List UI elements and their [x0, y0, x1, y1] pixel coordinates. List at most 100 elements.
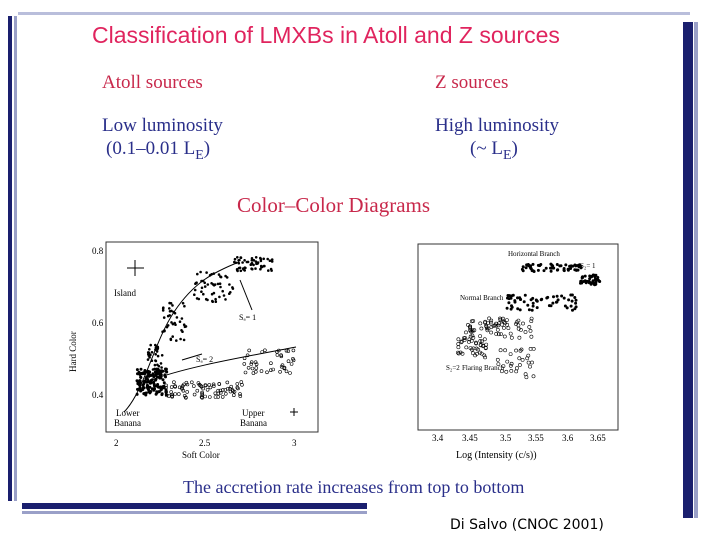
scatter-point	[479, 351, 484, 356]
scatter-point	[170, 321, 173, 324]
scatter-point	[184, 380, 189, 385]
z-xlabel: Log (Intensity (c/s))	[456, 450, 537, 461]
bottom-frame-bar	[22, 503, 367, 509]
scatter-point	[456, 345, 461, 350]
scatter-point	[531, 301, 535, 305]
scatter-point	[235, 385, 240, 390]
scatter-point	[185, 382, 190, 387]
scatter-point	[539, 298, 543, 302]
scatter-point	[236, 269, 239, 273]
scatter-point	[148, 391, 152, 395]
scatter-point	[256, 262, 259, 265]
scatter-point	[505, 318, 509, 323]
atoll-xlabel: Soft Color	[182, 450, 220, 460]
scatter-point	[467, 337, 472, 342]
diagrams-heading: Color–Color Diagrams	[237, 193, 431, 217]
atoll-scatter-points	[135, 255, 296, 400]
scatter-point	[266, 257, 269, 261]
scatter-point	[166, 324, 170, 327]
scatter-point	[135, 368, 139, 372]
scatter-point	[238, 392, 242, 396]
scatter-point	[152, 384, 156, 388]
atoll-xtick-1: 2.5	[199, 438, 211, 448]
atoll-arrow-sa1	[239, 279, 253, 311]
scatter-point	[216, 282, 220, 286]
scatter-point	[485, 326, 489, 331]
scatter-point	[562, 296, 566, 300]
scatter-point	[181, 301, 185, 305]
scatter-point	[518, 296, 522, 300]
scatter-point	[219, 285, 222, 289]
scatter-point	[233, 257, 237, 261]
scatter-point	[180, 317, 184, 320]
scatter-point	[571, 264, 575, 268]
scatter-point	[157, 371, 161, 375]
bottom-frame-bar-light	[22, 511, 367, 514]
z-label-sz2: S₂=2	[446, 364, 460, 372]
scatter-point	[182, 323, 186, 326]
scatter-point	[496, 332, 501, 337]
atoll-banana-curve	[145, 346, 297, 383]
scatter-point	[199, 270, 202, 274]
z-plot-frame	[417, 243, 619, 431]
scatter-point	[459, 340, 464, 345]
scatter-point	[583, 274, 587, 278]
scatter-point	[160, 392, 164, 396]
scatter-point	[210, 292, 214, 296]
scatter-point	[489, 325, 494, 329]
scatter-point	[250, 256, 254, 260]
scatter-point	[239, 269, 243, 273]
scatter-point	[528, 364, 532, 369]
scatter-point	[523, 372, 528, 377]
scatter-point	[225, 380, 230, 385]
scatter-point	[574, 301, 578, 305]
scatter-point	[206, 283, 210, 286]
scatter-point	[172, 380, 176, 384]
scatter-point	[155, 390, 159, 394]
atoll-label-lower-banana-2: Banana	[114, 418, 141, 428]
atoll-heading: Atoll sources	[102, 72, 203, 93]
scatter-point	[245, 260, 249, 264]
scatter-point	[146, 358, 150, 361]
scatter-point	[495, 357, 500, 362]
scatter-point	[139, 367, 143, 371]
scatter-point	[456, 337, 461, 342]
scatter-point	[573, 295, 577, 299]
scatter-point	[471, 319, 476, 323]
scatter-point	[483, 346, 488, 351]
z-range-sub: E	[502, 148, 512, 163]
scatter-point	[154, 392, 158, 396]
scatter-point	[529, 266, 533, 270]
scatter-point	[456, 342, 461, 346]
scatter-point	[463, 336, 468, 340]
atoll-label-sa2: Sₐ= 2	[196, 355, 213, 364]
scatter-point	[516, 326, 521, 331]
z-diagram: Horizontal Branch Normal Branch Flaring …	[417, 243, 619, 461]
scatter-point	[219, 275, 223, 279]
scatter-point	[212, 291, 216, 295]
scatter-point	[514, 369, 519, 374]
scatter-point	[590, 274, 594, 278]
scatter-point	[555, 262, 559, 266]
atoll-plot-frame	[105, 241, 319, 433]
scatter-point	[203, 394, 207, 399]
scatter-point	[152, 375, 156, 379]
scatter-point	[154, 359, 157, 362]
scatter-point	[173, 321, 176, 325]
scatter-point	[521, 269, 525, 273]
scatter-point	[529, 316, 534, 321]
scatter-point	[171, 304, 174, 307]
scatter-point	[241, 267, 245, 270]
z-label-sz1: S₂= 1	[580, 262, 596, 270]
z-xtick-4: 3.6	[562, 433, 574, 443]
z-label-flaring: Flaring Branch	[462, 364, 505, 372]
scatter-point	[528, 347, 533, 351]
scatter-point	[469, 329, 474, 334]
scatter-point	[498, 348, 503, 353]
scatter-point	[289, 362, 294, 366]
scatter-point	[282, 365, 287, 370]
right-frame-bar-light	[694, 22, 698, 518]
scatter-point	[549, 269, 553, 273]
scatter-point	[231, 286, 234, 289]
scatter-point	[179, 337, 182, 341]
